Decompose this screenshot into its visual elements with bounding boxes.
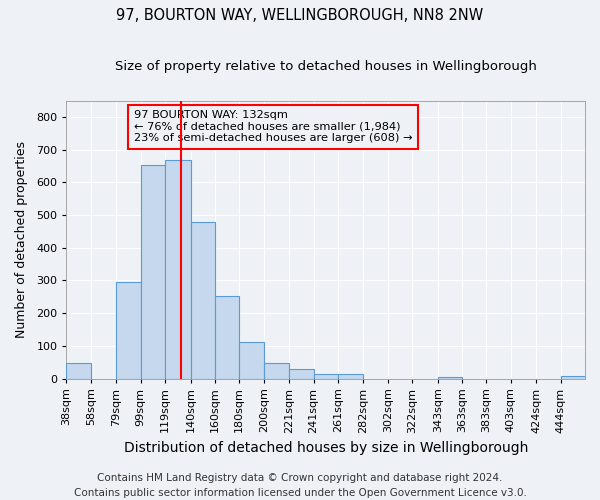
Bar [141,166,165,378]
Bar [116,282,141,378]
Y-axis label: Number of detached properties: Number of detached properties [15,141,28,338]
Bar [191,222,215,378]
Title: Size of property relative to detached houses in Wellingborough: Size of property relative to detached ho… [115,60,536,73]
Text: 97, BOURTON WAY, WELLINGBOROUGH, NN8 2NW: 97, BOURTON WAY, WELLINGBOROUGH, NN8 2NW [116,8,484,22]
Bar [560,376,585,378]
Bar [67,363,91,378]
Bar [314,374,338,378]
Text: Contains HM Land Registry data © Crown copyright and database right 2024.
Contai: Contains HM Land Registry data © Crown c… [74,472,526,498]
X-axis label: Distribution of detached houses by size in Wellingborough: Distribution of detached houses by size … [124,441,528,455]
Text: 97 BOURTON WAY: 132sqm
← 76% of detached houses are smaller (1,984)
23% of semi-: 97 BOURTON WAY: 132sqm ← 76% of detached… [134,110,412,144]
Bar [338,374,364,378]
Bar [438,377,462,378]
Bar [239,342,263,378]
Bar [289,370,314,378]
Bar [165,160,191,378]
Bar [263,363,289,378]
Bar [215,296,239,378]
